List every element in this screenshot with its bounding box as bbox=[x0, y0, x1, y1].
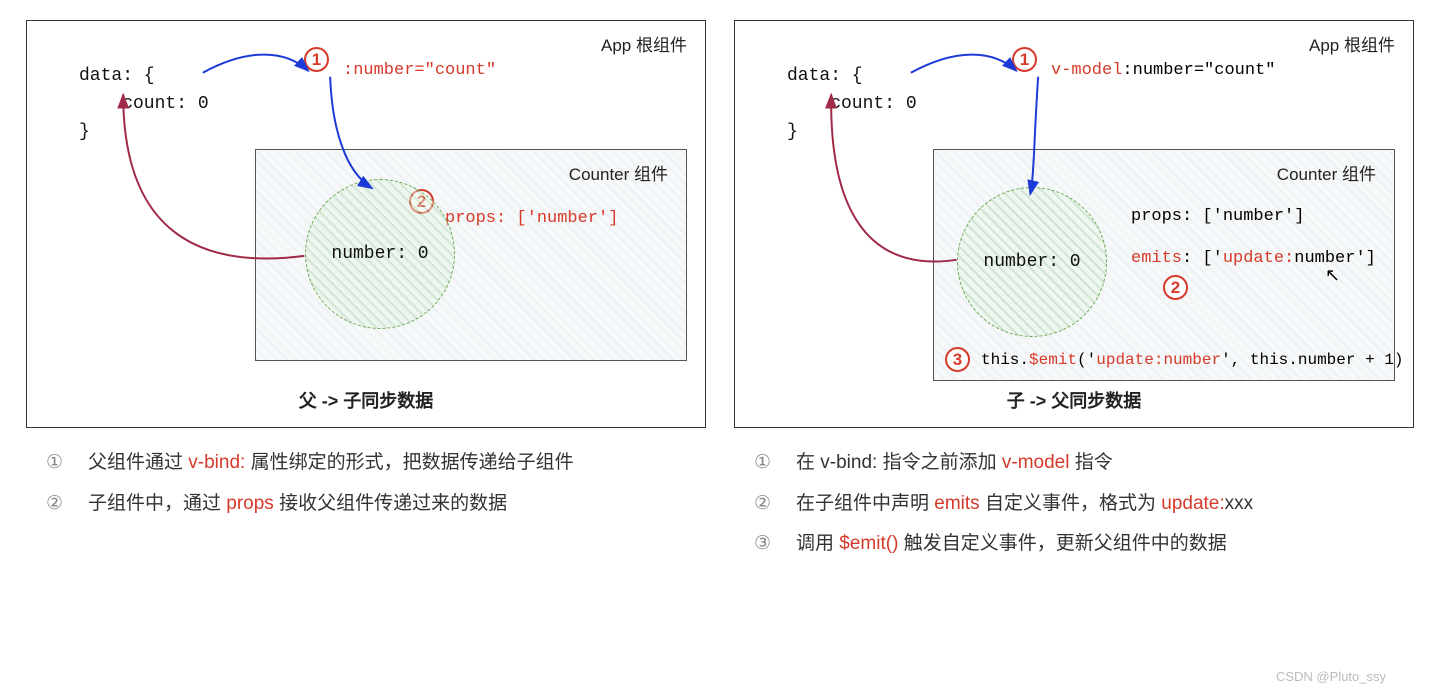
data-circle: number: 0 bbox=[305, 179, 455, 329]
badge-3: 3 bbox=[945, 347, 970, 372]
watermark: CSDN @Pluto_ssy bbox=[1276, 669, 1386, 684]
explain-row: ① 父组件通过 v-bind: 属性绑定的形式，把数据传递给子组件 bbox=[46, 450, 706, 477]
data-circle: number: 0 bbox=[957, 187, 1107, 337]
badge-2: 2 bbox=[1163, 275, 1188, 300]
data-code: data: { count: 0 } bbox=[79, 63, 209, 147]
explain-row: ③ 调用 $emit() 触发自定义事件，更新父组件中的数据 bbox=[754, 531, 1414, 558]
bind-expr: v-model:number="count" bbox=[1051, 61, 1275, 80]
data-code: data: { count: 0 } bbox=[787, 63, 917, 147]
app-label: App 根组件 bbox=[1309, 31, 1395, 56]
emit-call: this.$emit('update:number', this.number … bbox=[981, 351, 1404, 369]
props-expr: props: ['number'] bbox=[1131, 207, 1304, 226]
props-expr: props: ['number'] bbox=[445, 209, 618, 228]
explain-num: ① bbox=[754, 450, 778, 477]
emit-post: ', this.number + 1) bbox=[1221, 351, 1403, 369]
caption-bold: 父 -> 子 bbox=[299, 391, 362, 411]
caption: 父 -> 子同步数据 bbox=[27, 387, 705, 413]
bind-expr: :number="count" bbox=[343, 61, 496, 80]
app-label: App 根组件 bbox=[601, 31, 687, 56]
right-panel: App 根组件 data: { count: 0 } 1 v-model:num… bbox=[734, 20, 1414, 428]
emit-mid: (' bbox=[1077, 351, 1096, 369]
left-panel: App 根组件 data: { count: 0 } 1 :number="co… bbox=[26, 20, 706, 428]
explain-row: ② 子组件中，通过 props 接收父组件传递过来的数据 bbox=[46, 491, 706, 518]
explain-text: 父组件通过 v-bind: 属性绑定的形式，把数据传递给子组件 bbox=[88, 450, 574, 477]
right-explain: ① 在 v-bind: 指令之前添加 v-model 指令 ② 在子组件中声明 emi… bbox=[734, 450, 1414, 558]
counter-label: Counter 组件 bbox=[569, 160, 668, 185]
circle-text: number: 0 bbox=[958, 252, 1106, 272]
badge-1: 1 bbox=[1012, 47, 1037, 72]
explain-text: 调用 $emit() 触发自定义事件，更新父组件中的数据 bbox=[796, 531, 1227, 558]
explain-num: ③ bbox=[754, 531, 778, 558]
emits-mid: : [' bbox=[1182, 249, 1223, 268]
badge-1: 1 bbox=[304, 47, 329, 72]
caption-rest: 同步数据 bbox=[1069, 391, 1141, 411]
left-panel-wrap: App 根组件 data: { count: 0 } 1 :number="co… bbox=[26, 20, 706, 531]
caption-bold: 子 -> 父 bbox=[1007, 391, 1070, 411]
diagram-container: App 根组件 data: { count: 0 } 1 :number="co… bbox=[20, 20, 1420, 572]
emits-hi: update: bbox=[1223, 249, 1294, 268]
cursor-icon: ↖ bbox=[1325, 265, 1340, 286]
emit-hi: update:number bbox=[1096, 351, 1221, 369]
circle-text: number: 0 bbox=[306, 244, 454, 264]
right-panel-wrap: App 根组件 data: { count: 0 } 1 v-model:num… bbox=[734, 20, 1414, 572]
emit-pre: this. bbox=[981, 351, 1029, 369]
explain-num: ② bbox=[46, 491, 70, 518]
bind-expr-rest: :number="count" bbox=[1122, 61, 1275, 80]
explain-text: 在子组件中声明 emits 自定义事件，格式为 update:xxx bbox=[796, 491, 1253, 518]
explain-row: ② 在子组件中声明 emits 自定义事件，格式为 update:xxx bbox=[754, 491, 1414, 518]
counter-label: Counter 组件 bbox=[1277, 160, 1376, 185]
caption-rest: 同步数据 bbox=[361, 391, 433, 411]
explain-num: ① bbox=[46, 450, 70, 477]
explain-num: ② bbox=[754, 491, 778, 518]
left-explain: ① 父组件通过 v-bind: 属性绑定的形式，把数据传递给子组件 ② 子组件中，通过… bbox=[26, 450, 706, 517]
bind-expr-red: v-model bbox=[1051, 61, 1122, 80]
emits-pre: emits bbox=[1131, 249, 1182, 268]
emit-fn: $emit bbox=[1029, 351, 1077, 369]
caption: 子 -> 父同步数据 bbox=[735, 387, 1413, 413]
explain-row: ① 在 v-bind: 指令之前添加 v-model 指令 bbox=[754, 450, 1414, 477]
explain-text: 在 v-bind: 指令之前添加 v-model 指令 bbox=[796, 450, 1113, 477]
explain-text: 子组件中，通过 props 接收父组件传递过来的数据 bbox=[88, 491, 507, 518]
